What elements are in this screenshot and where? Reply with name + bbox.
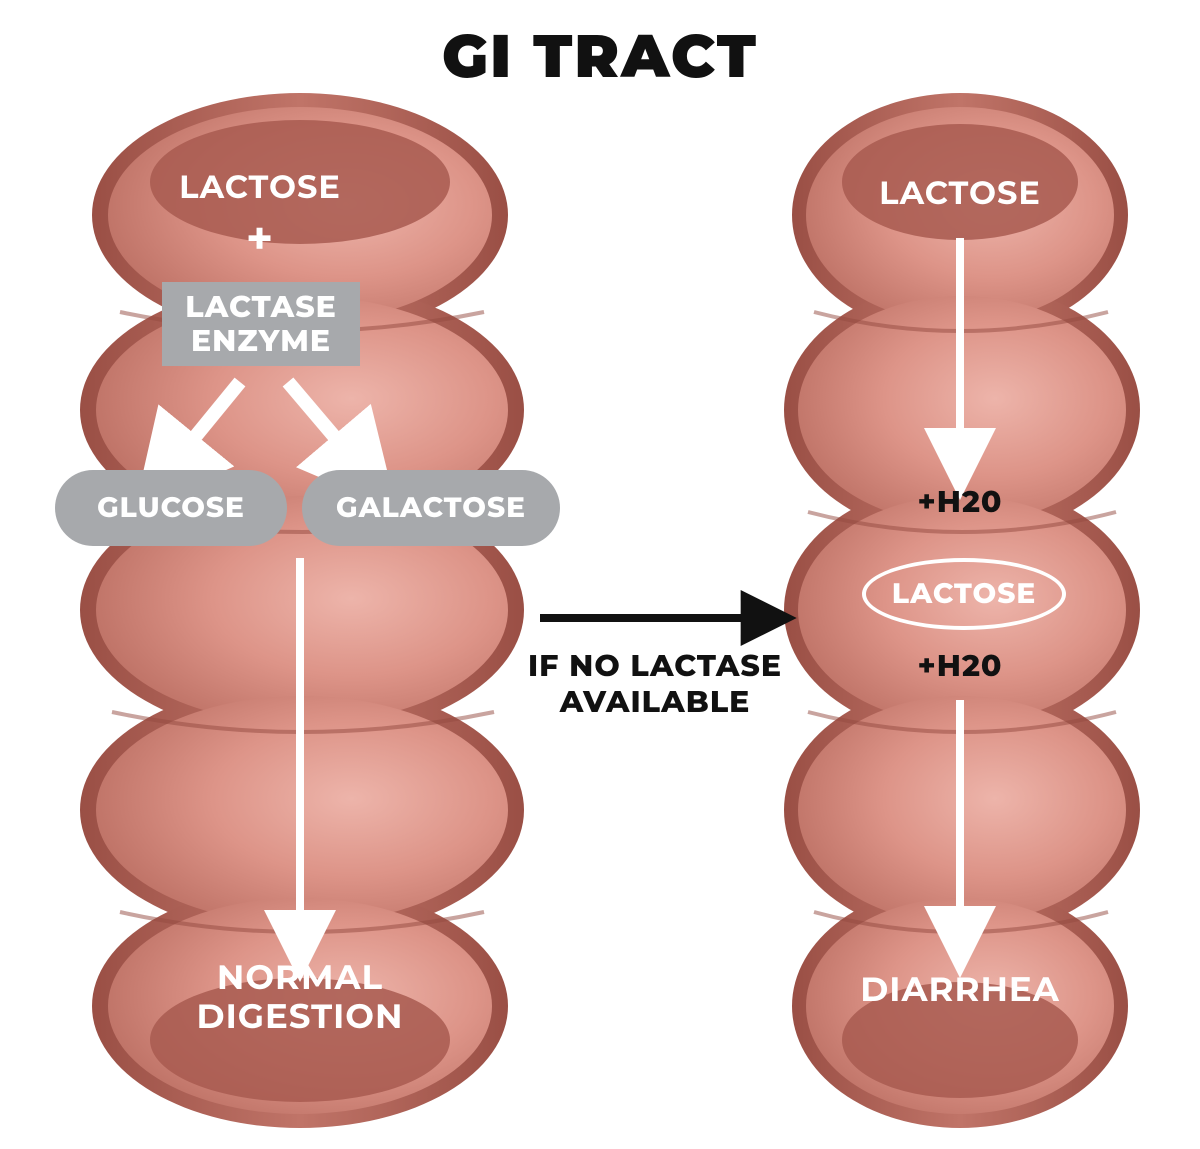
right-lactose-top-label: LACTOSE	[850, 176, 1070, 213]
lactose-ring: LACTOSE	[862, 558, 1066, 630]
diagram-root: GI TRACT	[0, 0, 1200, 1149]
center-caption-line-1: IF NO LACTASE	[505, 648, 805, 684]
enzyme-line-1: LACTASE	[185, 290, 337, 325]
right-result-label: DIARRHEA	[830, 970, 1090, 1009]
h2o-top-label: +H20	[900, 484, 1020, 520]
split-arrow-left	[186, 382, 240, 448]
left-plus-label: +	[240, 212, 280, 265]
left-lactose-label: LACTOSE	[150, 170, 370, 207]
left-result-line-2: DIGESTION	[150, 997, 450, 1036]
glucose-pill: GLUCOSE	[55, 470, 287, 546]
center-caption: IF NO LACTASE AVAILABLE	[505, 648, 805, 720]
galactose-pill: GALACTOSE	[302, 470, 560, 546]
lactase-enzyme-box: LACTASE ENZYME	[162, 282, 360, 366]
split-arrow-right	[288, 382, 344, 448]
left-result-label: NORMAL DIGESTION	[150, 958, 450, 1036]
left-result-line-1: NORMAL	[150, 958, 450, 997]
enzyme-line-2: ENZYME	[185, 324, 337, 359]
center-caption-line-2: AVAILABLE	[505, 684, 805, 720]
h2o-bottom-label: +H20	[900, 648, 1020, 684]
